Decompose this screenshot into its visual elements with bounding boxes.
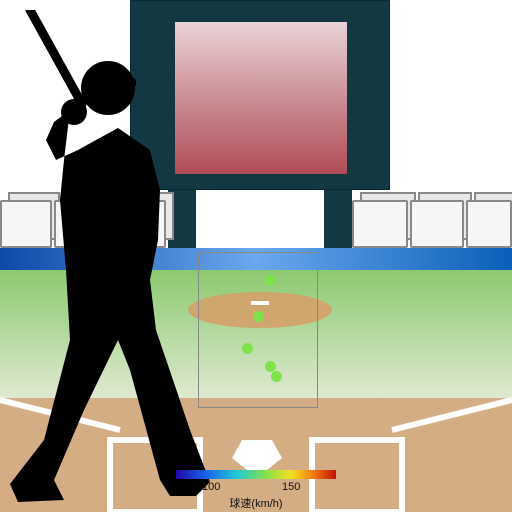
speed-legend-tick: 100: [202, 481, 220, 493]
pitch-marker: [265, 361, 276, 372]
pitch-marker: [271, 371, 282, 382]
pitch-marker: [253, 311, 264, 322]
speed-legend-label: 球速(km/h): [229, 495, 282, 511]
pitch-marker: [265, 275, 276, 286]
speed-legend-label-text: 球速(km/h): [229, 498, 282, 510]
speed-legend-bar: [176, 470, 336, 479]
batter-silhouette: [0, 10, 220, 512]
pitch-marker: [242, 343, 253, 354]
speed-legend-tick: 150: [282, 481, 300, 493]
pitch-location-chart: 100 150 球速(km/h): [0, 0, 512, 512]
